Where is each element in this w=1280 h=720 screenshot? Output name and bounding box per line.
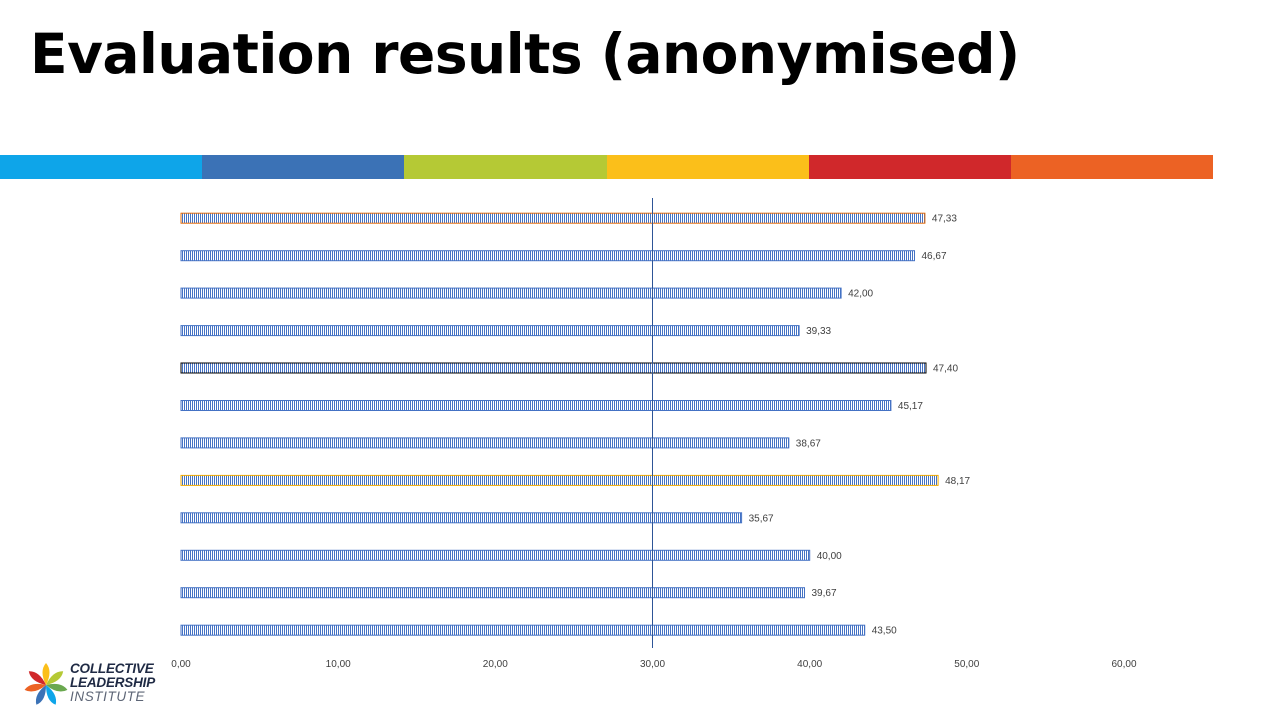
data-label-9: 35,67 [749, 513, 774, 524]
logo-petal-6 [24, 683, 47, 692]
x-tick-label-6: 50,00 [954, 659, 979, 670]
x-tick-label-3: 20,00 [483, 659, 508, 670]
logo-leaf-icon [24, 663, 68, 705]
stripe-segment-6 [1010, 155, 1214, 179]
bar-4 [180, 325, 800, 337]
color-stripe [0, 155, 1214, 179]
data-label-10: 40,00 [817, 551, 842, 562]
x-tick-label-7: 60,00 [1111, 659, 1136, 670]
stripe-segment-3 [404, 155, 607, 179]
data-label-11: 39,67 [812, 588, 837, 599]
logo-petal-5 [35, 684, 46, 705]
data-label-5: 47,40 [933, 364, 958, 375]
data-label-6: 45,17 [898, 401, 923, 412]
logo-line-3: INSTITUTE [70, 689, 146, 704]
x-tick-label-2: 10,00 [326, 659, 351, 670]
logo-line-2: LEADERSHIP [70, 675, 156, 690]
x-tick-label-5: 40,00 [797, 659, 822, 670]
bar-12 [180, 624, 866, 636]
x-tick-label-4: 30,00 [640, 659, 665, 670]
bar-11 [180, 587, 805, 599]
bar-5 [180, 362, 927, 374]
bar-10 [180, 549, 811, 561]
stripe-segment-5 [808, 155, 1011, 179]
bar-7 [180, 437, 790, 449]
logo-petal-1 [42, 663, 50, 685]
data-label-4: 39,33 [806, 326, 831, 337]
logo-petal-3 [45, 683, 68, 692]
bar-9 [180, 512, 743, 524]
stripe-segment-2 [202, 155, 405, 179]
data-label-8: 48,17 [945, 476, 970, 487]
page-title: Evaluation results (anonymised) [30, 22, 1020, 86]
bar-3 [180, 287, 842, 299]
collective-leadership-institute-logo: COLLECTIVE LEADERSHIP INSTITUTE [22, 658, 162, 712]
bar-8 [180, 474, 939, 486]
logo-petal-2 [46, 671, 64, 685]
data-label-2: 46,67 [922, 251, 947, 262]
bar-2 [180, 250, 915, 262]
data-label-7: 38,67 [796, 438, 821, 449]
stripe-segment-4 [606, 155, 809, 179]
x-tick-label-1: 0,00 [171, 659, 191, 670]
bar-1 [180, 212, 926, 224]
data-label-3: 42,00 [848, 289, 873, 300]
logo-line-1: COLLECTIVE [70, 661, 154, 676]
logo-petal-7 [28, 671, 46, 685]
data-label-1: 47,33 [932, 214, 957, 225]
bar-6 [180, 400, 892, 411]
logo-petal-4 [46, 684, 57, 705]
stripe-segment-1 [0, 155, 203, 179]
data-label-12: 43,50 [872, 626, 897, 637]
